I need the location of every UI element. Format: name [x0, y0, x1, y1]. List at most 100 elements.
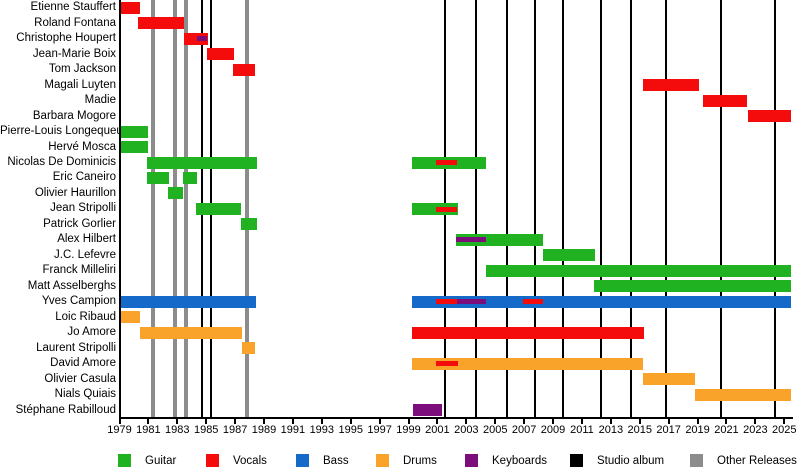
member-label: Eric Caneiro [52, 171, 116, 184]
member-label: Olivier Casula [44, 372, 116, 385]
studio-album-line [600, 0, 603, 418]
vocals-overlay-bar [435, 299, 457, 305]
keyboards-bar [412, 404, 443, 417]
axis-tick [523, 419, 526, 424]
vocals-bar [748, 110, 791, 123]
studio-album-line [562, 0, 565, 418]
axis-year-label: 2025 [772, 424, 797, 436]
drums-bar [241, 342, 256, 355]
drums-swatch [376, 454, 389, 467]
axis-tick [118, 419, 121, 424]
bass-bar [412, 295, 791, 308]
drums-bar [642, 373, 695, 386]
guitar-bar [593, 280, 791, 293]
axis-tick [291, 419, 294, 424]
member-label: Jean-Marie Boix [32, 47, 116, 60]
studio-album-line [773, 0, 776, 418]
bass-swatch [296, 454, 309, 467]
vocals-bar [183, 32, 209, 45]
member-label: Tom Jackson [48, 63, 116, 76]
vocals-overlay-bar [435, 206, 457, 212]
axis-tick [320, 419, 323, 424]
vocals-bar [412, 326, 645, 339]
studio-album-line [505, 0, 508, 418]
member-label: Pierre-Louis Longequeue [0, 125, 130, 138]
member-label: Loic Ribaud [55, 310, 116, 323]
legend-item-bass: Bass [296, 453, 349, 468]
member-label: Franck Milleliri [42, 264, 116, 277]
legend-label: Other Releases [717, 454, 797, 467]
member-label: Patrick Gorlier [43, 217, 116, 230]
legend-label: Guitar [145, 454, 177, 467]
axis-tick [638, 419, 641, 424]
vocals-overlay-bar [435, 361, 458, 367]
axis-tick [147, 419, 150, 424]
member-label: David Amore [50, 357, 116, 370]
member-label: Etienne Stauffert [30, 1, 116, 14]
axis-year-label: 2003 [454, 424, 479, 436]
axis-tick [465, 419, 468, 424]
axis-year-label: 2021 [714, 424, 739, 436]
member-label: J.C. Lefevre [54, 248, 116, 261]
axis-year-label: 2015 [627, 424, 652, 436]
drums-bar [139, 326, 243, 339]
legend-label: Keyboards [492, 454, 547, 467]
axis-tick [494, 419, 497, 424]
studio-album-line [665, 0, 668, 418]
axis-year-label: 2023 [743, 424, 768, 436]
guitar-bar [196, 202, 241, 215]
keyboards-overlay-bar [196, 36, 207, 42]
axis-year-label: 2011 [570, 424, 594, 436]
axis-year-label: 2007 [511, 424, 537, 436]
vocals-bar [138, 17, 184, 30]
axis-year-label: 1991 [280, 424, 306, 436]
axis-tick [609, 419, 612, 424]
member-label: Christophe Houpert [16, 32, 116, 45]
guitar-bar [146, 171, 169, 184]
legend-item-drums: Drums [376, 453, 437, 468]
y-axis-line [118, 0, 121, 418]
x-axis-line [118, 417, 793, 419]
vocals-bar [642, 79, 699, 92]
member-label: Jo Amore [67, 326, 116, 339]
axis-tick [205, 419, 208, 424]
guitar-bar [120, 141, 149, 154]
vocals-swatch [206, 454, 219, 467]
keyboards-overlay-bar [456, 299, 486, 305]
axis-year-label: 1997 [367, 424, 392, 436]
member-label: Alex Hilbert [57, 233, 116, 246]
axis-tick [378, 419, 381, 424]
keyboards-swatch [465, 454, 478, 467]
studio-album-line [474, 0, 477, 418]
legend-item-keyboards: Keyboards [465, 453, 547, 468]
axis-tick [349, 419, 352, 424]
guitar-bar [542, 249, 595, 262]
member-label: Nicolas De Dominicis [7, 156, 116, 168]
vocals-bar [232, 63, 255, 76]
studio-album-line [533, 0, 536, 418]
axis-tick [407, 419, 410, 424]
axis-year-label: 1979 [107, 424, 132, 436]
axis-year-label: 1981 [136, 424, 161, 436]
member-label: Matt Asselberghs [27, 279, 116, 292]
legend-item-studio_album: Studio album [570, 453, 664, 468]
axis-year-label: 2009 [540, 424, 566, 436]
other_releases-swatch [690, 454, 703, 467]
vocals-bar [120, 1, 140, 14]
member-label: Madie [84, 94, 116, 107]
drums-bar [120, 311, 141, 324]
axis-year-label: 1999 [396, 424, 421, 436]
vocals-overlay-bar [435, 160, 457, 166]
guitar-bar [183, 171, 197, 184]
axis-tick [667, 419, 670, 424]
guitar-bar [456, 233, 543, 246]
other-release-line [183, 0, 188, 418]
legend-label: Studio album [597, 454, 665, 467]
axis-year-label: 1995 [338, 424, 363, 436]
bass-bar [120, 295, 257, 308]
legend-label: Bass [323, 454, 349, 467]
guitar-bar [485, 264, 791, 277]
axis-year-label: 2013 [598, 424, 624, 436]
axis-year-label: 1987 [222, 424, 248, 436]
